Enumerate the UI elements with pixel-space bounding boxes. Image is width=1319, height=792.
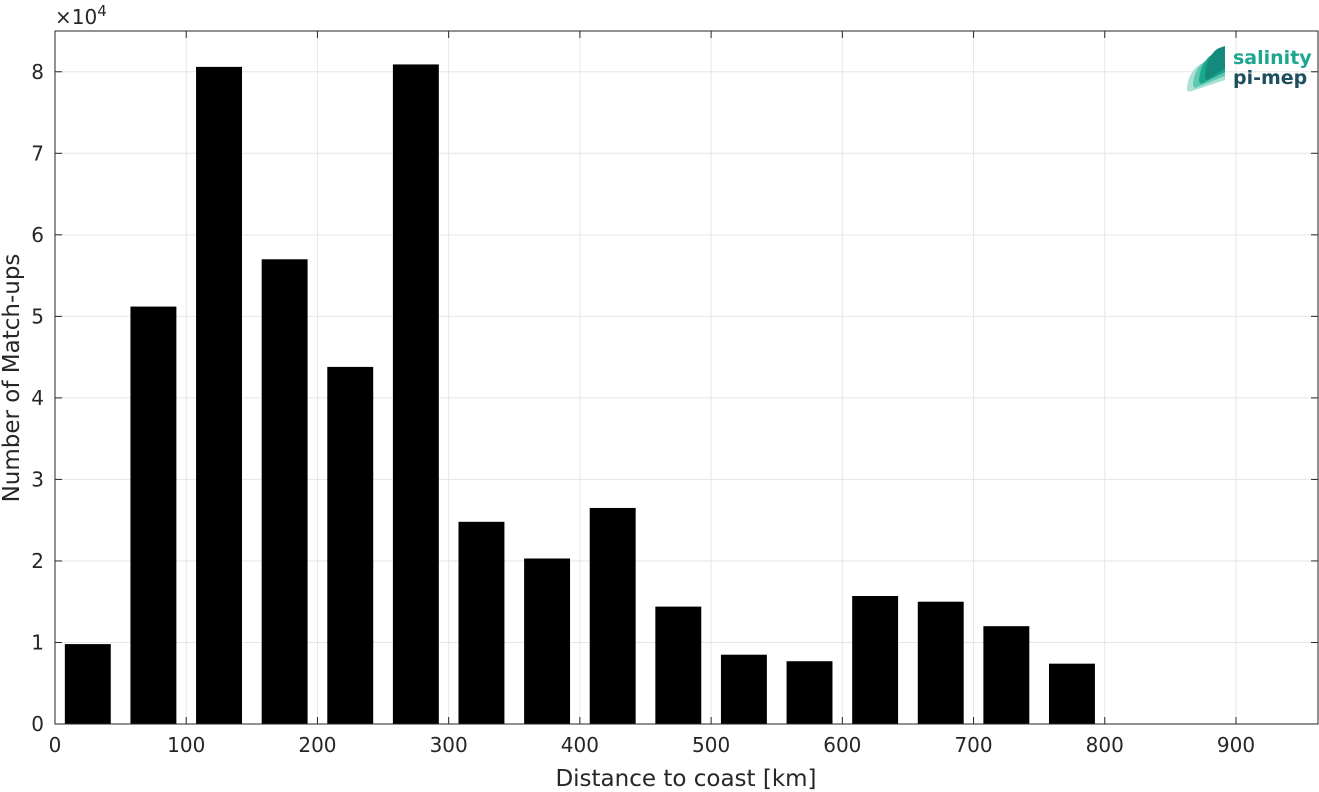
ticks <box>54 31 1318 725</box>
bar <box>261 259 308 724</box>
x-tick-label: 500 <box>692 733 730 757</box>
y-tick-label: 0 <box>31 712 44 736</box>
bar <box>917 601 964 724</box>
bar <box>983 626 1030 724</box>
bar <box>1048 663 1095 724</box>
logo-line1: salinity <box>1233 47 1312 69</box>
x-tick-label: 200 <box>298 733 336 757</box>
x-tick-label: 0 <box>49 733 62 757</box>
bar <box>524 558 571 724</box>
bar <box>655 606 702 724</box>
plot-frame <box>54 30 1319 725</box>
x-axis-label: Distance to coast [km] <box>555 766 816 792</box>
y-tick-label: 6 <box>31 223 44 247</box>
bar <box>589 507 636 724</box>
bar <box>786 661 833 724</box>
x-tick-label: 600 <box>823 733 861 757</box>
bar <box>852 595 899 724</box>
x-tick-label: 400 <box>561 733 599 757</box>
logo-line2: pi-mep <box>1233 67 1307 89</box>
y-tick-label: 7 <box>31 141 44 165</box>
logo-waves-icon <box>1187 46 1225 92</box>
y-tick-label: 5 <box>31 304 44 328</box>
x-tick-label: 100 <box>167 733 205 757</box>
y-tick-label: 8 <box>31 60 44 84</box>
bar <box>327 366 374 724</box>
y-tick-labels: 0 1 2 3 4 5 6 7 8 <box>31 60 44 736</box>
x-tick-label: 900 <box>1217 733 1255 757</box>
bar <box>720 654 767 724</box>
bar <box>458 521 505 724</box>
bars <box>64 64 1095 725</box>
y-axis-label: Number of Match-ups <box>0 254 25 503</box>
bar <box>130 306 177 724</box>
bar <box>392 64 439 724</box>
bar <box>196 66 242 725</box>
x-tick-label: 300 <box>430 733 468 757</box>
y-tick-label: 1 <box>31 630 44 654</box>
y-exponent-label: ×104 <box>55 2 107 29</box>
x-tick-label: 700 <box>954 733 992 757</box>
y-tick-label: 3 <box>31 467 44 491</box>
bar <box>64 644 111 724</box>
y-tick-label: 4 <box>31 386 44 410</box>
x-tick-label: 800 <box>1086 733 1124 757</box>
y-tick-label: 2 <box>31 549 44 573</box>
salinity-pimep-logo: salinity pi-mep <box>1187 46 1312 92</box>
x-tick-labels: 0 100 200 300 400 500 600 700 800 900 <box>49 733 1255 757</box>
